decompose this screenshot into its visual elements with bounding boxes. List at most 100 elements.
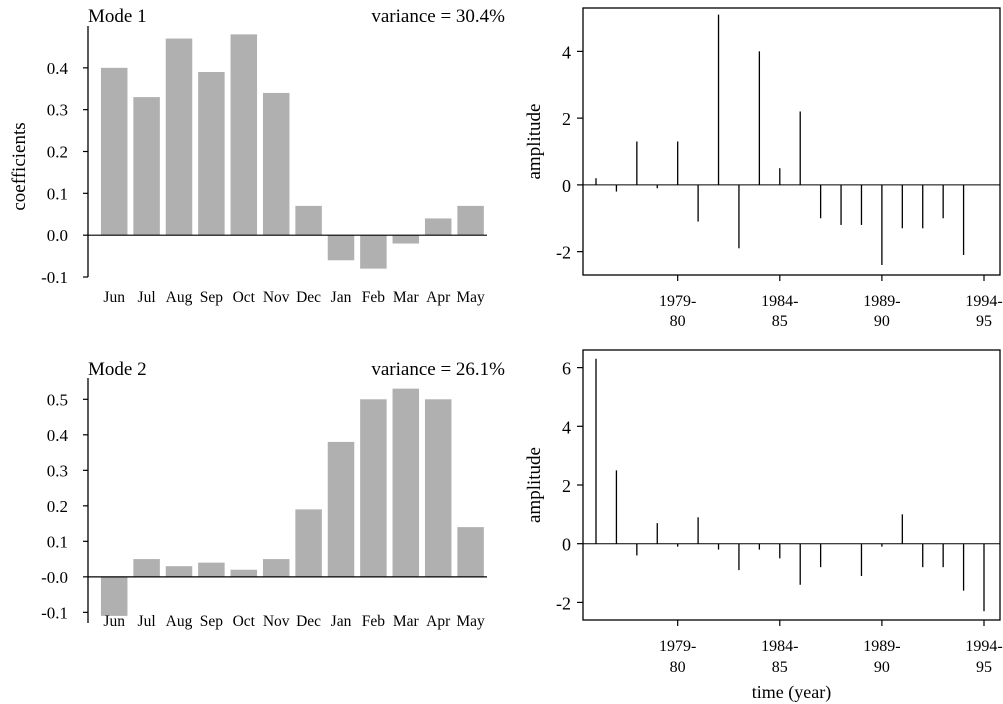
y-tick-label: 4 (562, 417, 571, 437)
category-label: Jun (103, 613, 125, 630)
x-tick-label: 90 (874, 313, 890, 330)
bar-feb (360, 235, 387, 269)
y-axis-label: amplitude (524, 447, 545, 523)
bar-nov (262, 559, 290, 577)
category-label: Apr (426, 289, 451, 306)
bar-jan (327, 235, 355, 261)
y-tick-label: 0.1 (47, 184, 68, 203)
y-axis-label: coefficients (9, 122, 30, 210)
x-tick-label: 1979- (659, 293, 696, 310)
bar-jul (133, 97, 160, 236)
category-label: Oct (233, 289, 256, 306)
bar-may (457, 527, 484, 577)
bar-apr (424, 218, 452, 236)
y-tick-label: -0.1 (41, 268, 68, 287)
bar-jan (327, 441, 355, 577)
x-tick-label: 80 (670, 313, 686, 330)
plot-frame (582, 349, 1001, 621)
stem-panel-1: -2 0 2 4 1979- 80 1984- 85 1989- 90 1994- 95 amplitu… (524, 7, 1003, 330)
y-tick-label: 0.5 (47, 390, 68, 409)
bar-jun (100, 67, 128, 236)
bar-aug (165, 566, 193, 577)
panel-label: Mode 1 (88, 6, 147, 27)
x-tick-label: 85 (772, 313, 788, 330)
category-label: Aug (166, 613, 193, 630)
bar-nov (262, 92, 290, 236)
x-tick-label: 1994- (965, 638, 1002, 655)
y-tick-label: 2 (562, 476, 571, 496)
x-tick-label: 1984- (761, 638, 798, 655)
category-label: Mar (393, 289, 420, 306)
y-tick-label: 6 (562, 359, 571, 379)
y-tick-label: 0.0 (47, 226, 68, 245)
x-tick-label: 95 (976, 313, 992, 330)
category-label: Aug (166, 289, 193, 306)
category-label: Apr (426, 613, 451, 630)
bar-sep (198, 562, 225, 577)
bar-feb (360, 399, 387, 577)
category-label: Sep (200, 289, 224, 306)
bar-panel-1: -0.1 0.0 0.1 0.2 0.3 0.4 Jun Jul Aug Sep Oct Nov Dec… (9, 6, 505, 306)
bar-dec (295, 205, 322, 236)
y-tick-label: -2 (556, 593, 571, 613)
bar-mar (392, 388, 420, 577)
panel-label: Mode 2 (88, 359, 147, 380)
y-tick-label: 2 (562, 109, 571, 129)
x-tick-label: 85 (772, 659, 788, 676)
category-label: Feb (362, 289, 386, 306)
variance-annotation: variance = 26.1% (371, 359, 505, 380)
category-label: Nov (263, 613, 290, 630)
y-tick-label: 0.1 (47, 532, 68, 551)
x-tick-label: 90 (874, 659, 890, 676)
category-label: Jun (103, 289, 125, 306)
y-tick-label: 0 (562, 176, 571, 196)
category-label: Dec (296, 613, 321, 630)
category-label: Dec (296, 289, 321, 306)
category-label: May (456, 289, 485, 306)
x-axis-label: time (year) (752, 682, 831, 703)
y-tick-label: 4 (562, 42, 571, 62)
category-label: Oct (233, 613, 256, 630)
bar-oct (230, 34, 258, 236)
stem-panel-2: -2 0 2 4 6 1979- 80 1984- 85 1989- 90 1994- 95 amplit… (524, 349, 1003, 703)
bar-oct (230, 569, 258, 577)
y-tick-label: -2 (556, 243, 571, 263)
bar-may (457, 205, 484, 236)
y-tick-label: 0.4 (47, 426, 69, 445)
y-tick-label: 0.2 (47, 143, 68, 162)
bar-jul (133, 559, 160, 577)
bar-sep (198, 72, 225, 236)
category-label: Jul (138, 289, 156, 306)
bar-aug (165, 38, 193, 236)
category-label: Jul (138, 613, 156, 630)
category-label: Mar (393, 613, 420, 630)
y-tick-label: 0.3 (47, 461, 68, 480)
category-label: Jan (331, 289, 352, 306)
category-label: May (456, 613, 485, 630)
variance-annotation: variance = 30.4% (371, 6, 505, 27)
y-tick-label: 0.4 (47, 59, 69, 78)
y-tick-label: -0.0 (41, 568, 68, 587)
category-label: Nov (263, 289, 290, 306)
x-tick-label: 1984- (761, 293, 798, 310)
x-tick-label: 1989- (863, 293, 900, 310)
x-tick-label: 1979- (659, 638, 696, 655)
category-label: Feb (362, 613, 386, 630)
y-tick-label: -0.1 (41, 603, 68, 622)
category-label: Jan (331, 613, 352, 630)
bar-apr (424, 399, 452, 577)
x-tick-label: 95 (976, 659, 992, 676)
y-tick-label: 0.2 (47, 497, 68, 516)
y-tick-label: 0 (562, 535, 571, 555)
bar-dec (295, 509, 322, 577)
category-label: Sep (200, 613, 224, 630)
bar-jun (100, 576, 128, 616)
x-tick-label: 1994- (965, 293, 1002, 310)
bar-mar (392, 235, 420, 244)
x-tick-label: 1989- (863, 638, 900, 655)
y-axis-label: amplitude (524, 104, 545, 180)
bar-panel-2: -0.1 -0.0 0.1 0.2 0.3 0.4 0.5 Jun Jul Aug Sep Oct No… (41, 359, 505, 630)
y-tick-label: 0.3 (47, 101, 68, 120)
plot-frame (582, 7, 1001, 276)
